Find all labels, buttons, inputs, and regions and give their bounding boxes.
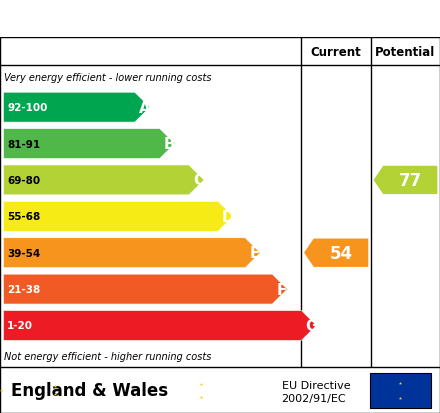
Text: Not energy efficient - higher running costs: Not energy efficient - higher running co… (4, 351, 212, 361)
Text: England & Wales: England & Wales (11, 381, 168, 399)
Text: 81-91: 81-91 (7, 139, 40, 149)
Polygon shape (374, 166, 437, 195)
Text: F: F (277, 282, 287, 297)
Text: Current: Current (311, 45, 362, 59)
Text: Energy Efficiency Rating: Energy Efficiency Rating (11, 9, 299, 29)
Text: EU Directive: EU Directive (282, 380, 350, 390)
Polygon shape (4, 238, 260, 268)
Polygon shape (4, 129, 175, 159)
Text: 1-20: 1-20 (7, 321, 33, 331)
Text: Very energy efficient - lower running costs: Very energy efficient - lower running co… (4, 73, 212, 83)
Polygon shape (304, 239, 368, 267)
Polygon shape (4, 166, 204, 195)
Text: C: C (193, 173, 204, 188)
Text: 54: 54 (330, 244, 352, 262)
Text: 55-68: 55-68 (7, 212, 40, 222)
Text: Potential: Potential (375, 45, 436, 59)
Text: 21-38: 21-38 (7, 285, 40, 294)
Text: D: D (222, 209, 234, 224)
Text: 77: 77 (399, 171, 422, 190)
Text: B: B (164, 137, 176, 152)
Text: 92-100: 92-100 (7, 103, 48, 113)
Text: 2002/91/EC: 2002/91/EC (282, 394, 346, 404)
Text: 69-80: 69-80 (7, 176, 40, 185)
Text: G: G (305, 318, 318, 333)
Polygon shape (4, 93, 150, 123)
Text: 39-54: 39-54 (7, 248, 40, 258)
Polygon shape (4, 311, 316, 341)
Polygon shape (4, 202, 233, 232)
Text: E: E (250, 246, 260, 261)
Polygon shape (4, 275, 287, 304)
Text: A: A (139, 100, 150, 115)
Bar (370, 373, 431, 408)
